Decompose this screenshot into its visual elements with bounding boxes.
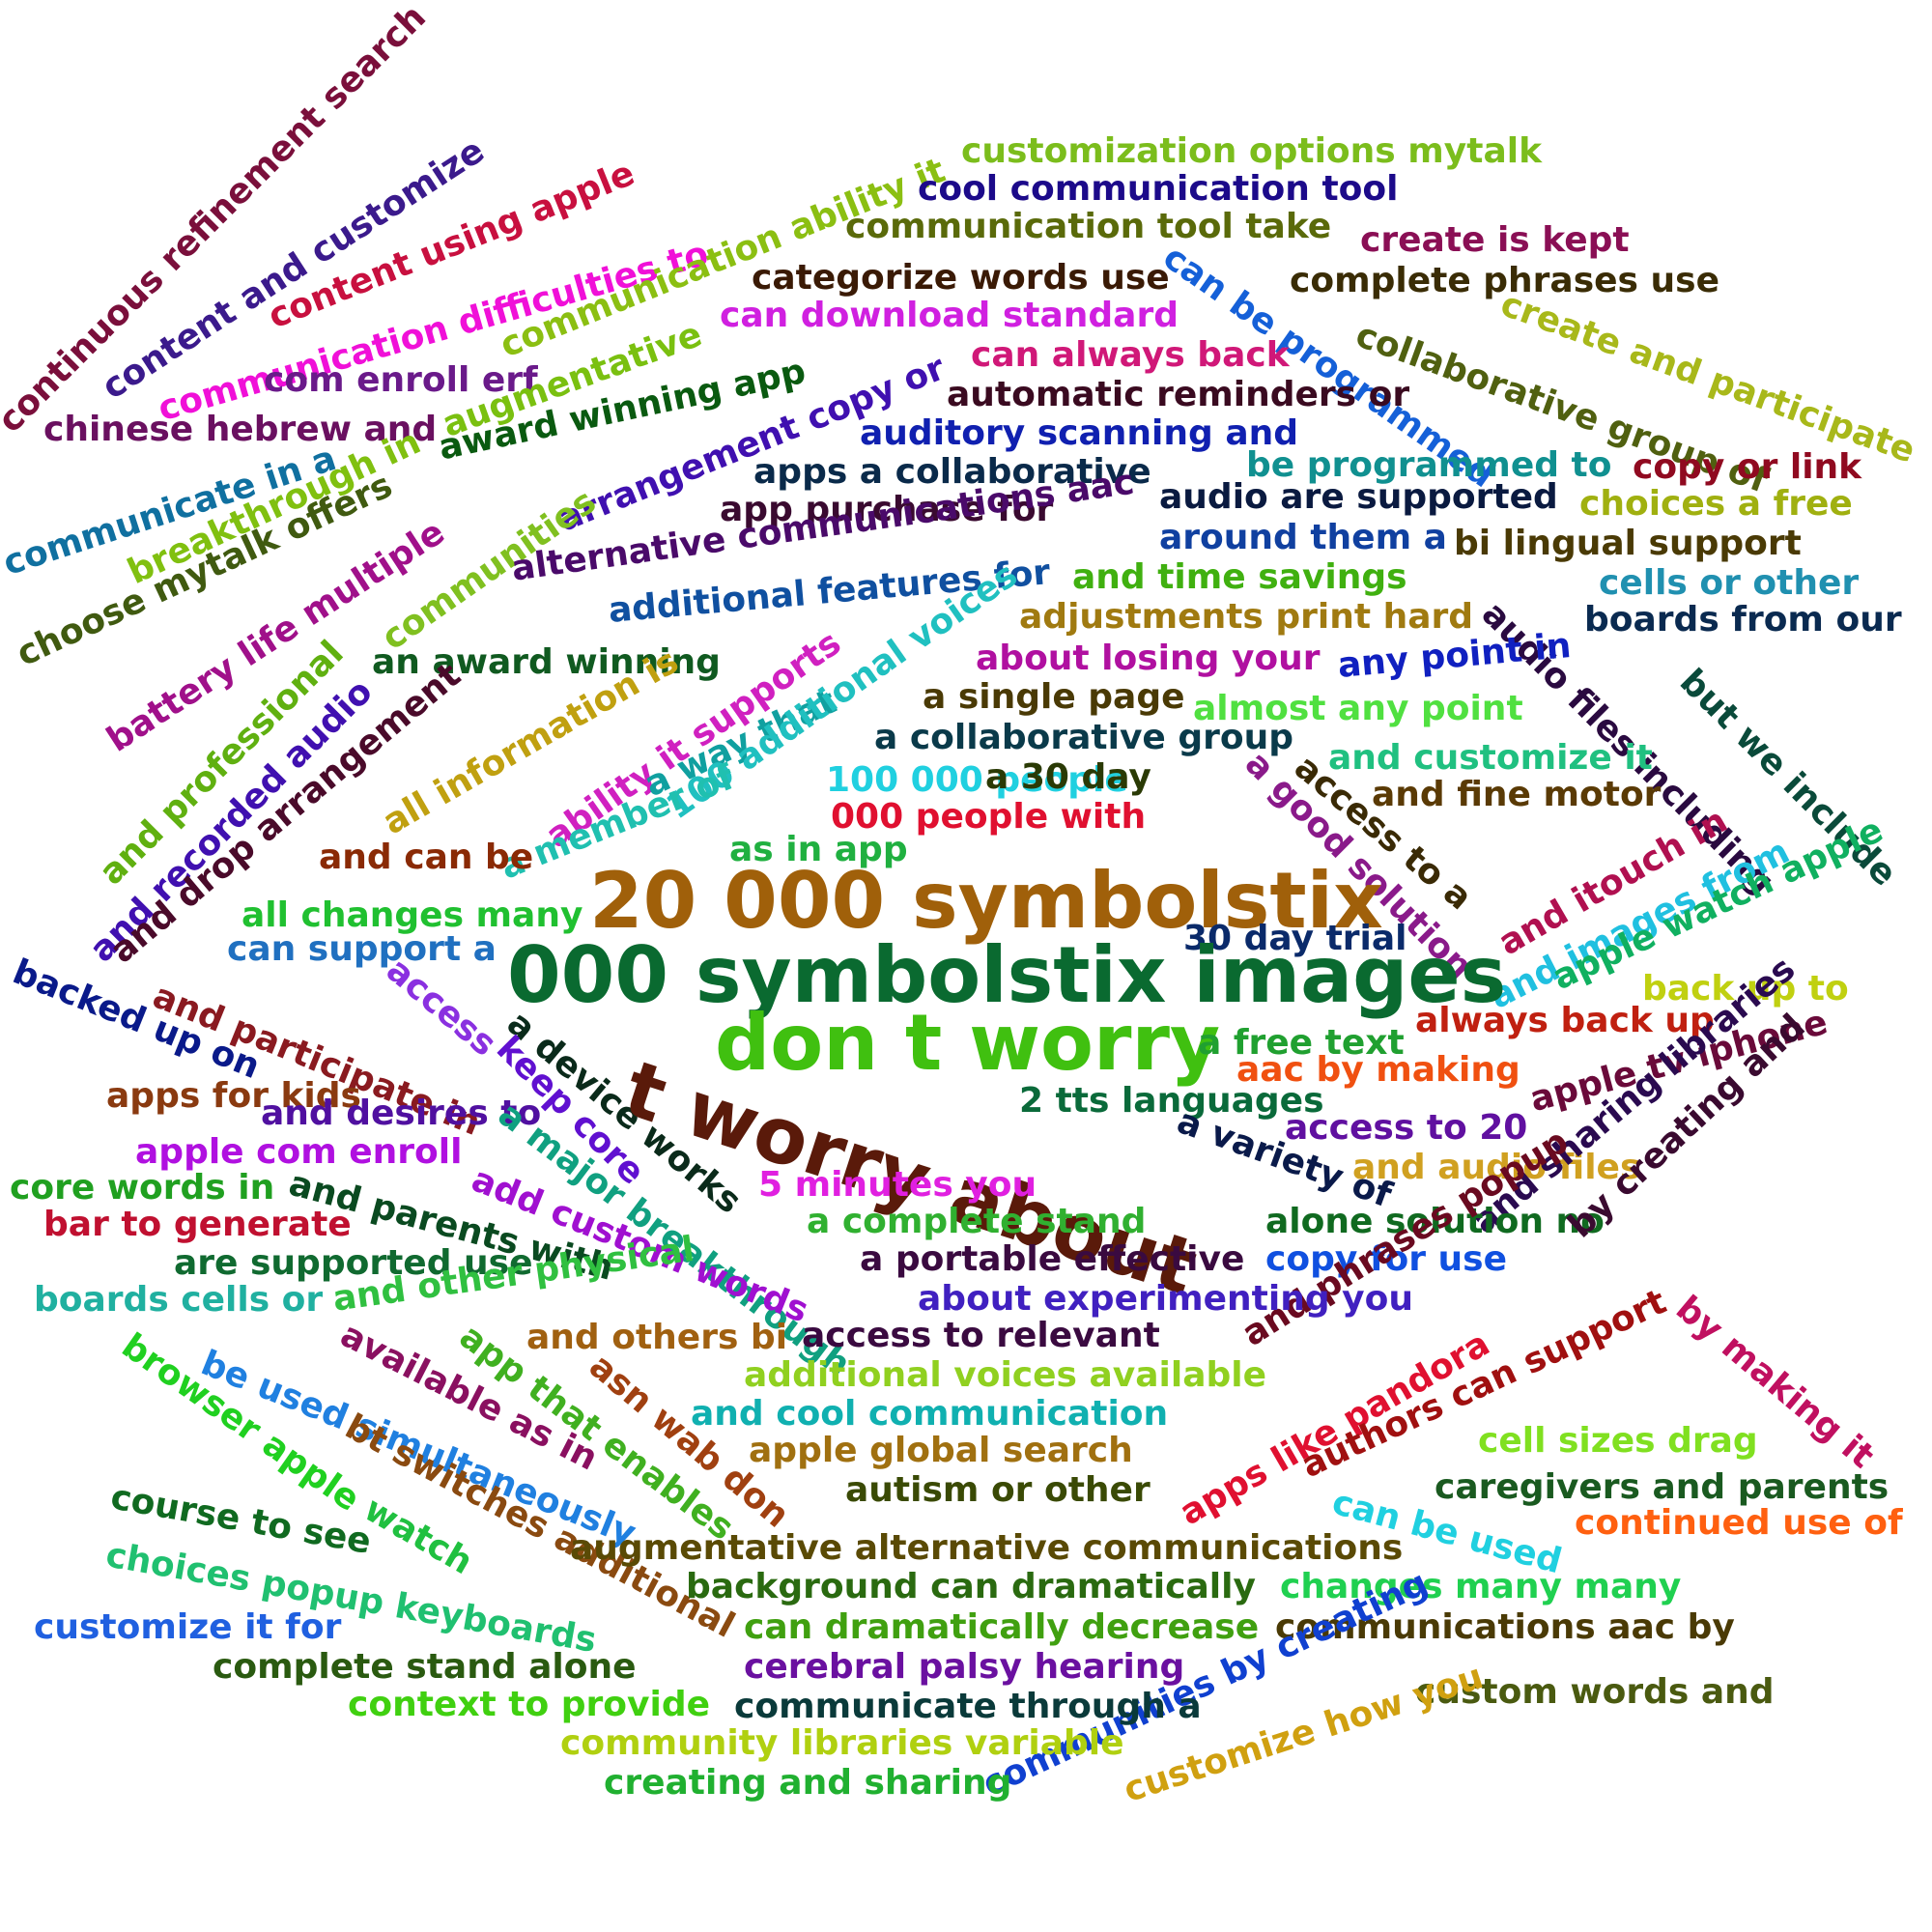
cloud-word: cells or other xyxy=(1599,563,1860,603)
cloud-word: are supported use xyxy=(174,1243,533,1283)
cloud-word: be programmed to xyxy=(1246,445,1612,485)
cloud-word: creating and sharing xyxy=(604,1763,1012,1803)
cloud-word: cerebral palsy hearing xyxy=(744,1647,1185,1687)
cloud-word: can download standard xyxy=(720,296,1179,335)
cloud-word: community libraries variable xyxy=(560,1723,1124,1763)
cloud-word: 30 day trial xyxy=(1183,919,1407,958)
cloud-word: apple global search xyxy=(749,1431,1133,1470)
cloud-word: additional voices available xyxy=(744,1355,1267,1395)
cloud-word: and audio files xyxy=(1352,1148,1641,1187)
cloud-word: com enroll erf xyxy=(264,360,538,400)
cloud-word: a 30 day xyxy=(985,757,1151,797)
cloud-word: all changes many xyxy=(242,895,583,935)
cloud-word: complete phrases use xyxy=(1290,261,1719,300)
cloud-word: apple com enroll xyxy=(135,1132,463,1172)
cloud-word: boards cells or xyxy=(34,1280,324,1320)
cloud-word: changes many many xyxy=(1280,1567,1682,1606)
cloud-word: always back up xyxy=(1415,1001,1715,1040)
cloud-word: chinese hebrew and xyxy=(43,410,438,449)
cloud-word: 5 minutes you xyxy=(758,1165,1037,1205)
cloud-word: a complete stand xyxy=(807,1202,1147,1241)
cloud-word: categorize words use xyxy=(752,258,1170,298)
cloud-word: core words in xyxy=(10,1168,275,1208)
cloud-word: customize it for xyxy=(34,1607,342,1647)
cloud-word: and time savings xyxy=(1072,557,1407,597)
cloud-word: aac by making xyxy=(1236,1050,1520,1090)
cloud-word: and can be xyxy=(319,838,534,877)
cloud-word: communication tool take xyxy=(845,207,1332,246)
cloud-word: communicate through a xyxy=(734,1687,1202,1726)
cloud-word: can dramatically decrease xyxy=(744,1607,1260,1647)
cloud-word: around them a xyxy=(1159,518,1447,557)
cloud-word: boards from our xyxy=(1584,600,1902,639)
cloud-word: choices a free xyxy=(1579,484,1853,524)
cloud-word: 2 tts languages xyxy=(1019,1081,1324,1121)
cloud-word: about losing your xyxy=(976,639,1321,678)
cloud-word: a single page xyxy=(923,677,1185,717)
cloud-word: copy for use xyxy=(1265,1239,1507,1279)
cloud-word: and others bi xyxy=(526,1318,788,1357)
cloud-word: bar to generate xyxy=(43,1205,352,1244)
cloud-word: and customize it xyxy=(1328,738,1653,778)
cloud-word: almost any point xyxy=(1193,689,1523,728)
cloud-word: communications aac by xyxy=(1275,1607,1735,1647)
cloud-word: augmentative alternative communications xyxy=(570,1528,1404,1568)
cloud-word: don t worry xyxy=(715,998,1221,1088)
cloud-word: cool communication tool xyxy=(918,169,1399,209)
cloud-word: customization options mytalk xyxy=(961,131,1543,171)
cloud-word: back up to xyxy=(1642,969,1849,1009)
cloud-word: about experimenting you xyxy=(918,1279,1413,1319)
cloud-word: complete stand alone xyxy=(213,1647,637,1687)
cloud-word: 000 people with xyxy=(831,797,1147,837)
cloud-word: adjustments print hard xyxy=(1019,597,1474,637)
cloud-word: an award winning xyxy=(372,642,721,682)
cloud-word: context to provide xyxy=(348,1685,711,1724)
cloud-word: caregivers and parents xyxy=(1435,1467,1889,1507)
cloud-word: and fine motor xyxy=(1372,775,1662,814)
cloud-word: as in app xyxy=(729,830,908,869)
cloud-word: audio are supported xyxy=(1159,477,1558,517)
cloud-word: apps a collaborative xyxy=(753,452,1151,492)
cloud-word: 000 symbolstix images xyxy=(507,930,1507,1020)
cloud-word: bi lingual support xyxy=(1454,524,1802,563)
cloud-word: create is kept xyxy=(1360,220,1630,260)
cloud-word: access xyxy=(379,950,504,1065)
cloud-word: a portable effective xyxy=(860,1239,1245,1279)
cloud-word: access to 20 xyxy=(1285,1108,1528,1148)
cloud-word: auditory scanning and xyxy=(860,413,1299,453)
cloud-word: apps for kids xyxy=(106,1076,361,1116)
cloud-word: app purchase for xyxy=(720,490,1054,529)
cloud-word: and cool communication xyxy=(691,1394,1169,1434)
cloud-word: background can dramatically xyxy=(686,1567,1256,1606)
cloud-word: autism or other xyxy=(845,1470,1151,1510)
cloud-word: alone solution no xyxy=(1265,1202,1605,1241)
cloud-word: cell sizes drag xyxy=(1478,1421,1758,1461)
cloud-word: can always back xyxy=(971,335,1290,375)
cloud-word: 20 000 symbolstix xyxy=(589,856,1383,946)
cloud-word: a collaborative group xyxy=(874,718,1294,757)
cloud-word: custom words and xyxy=(1415,1672,1775,1712)
cloud-word: continued use of xyxy=(1575,1503,1903,1543)
cloud-word: copy or link xyxy=(1633,447,1862,487)
cloud-word: can support a xyxy=(227,929,497,969)
cloud-word: 100 000 people xyxy=(826,760,1128,800)
cloud-word: and desires to xyxy=(261,1094,542,1133)
cloud-word: a free text xyxy=(1198,1023,1405,1063)
cloud-word: access to relevant xyxy=(802,1316,1160,1355)
cloud-word: automatic reminders or xyxy=(947,375,1410,414)
